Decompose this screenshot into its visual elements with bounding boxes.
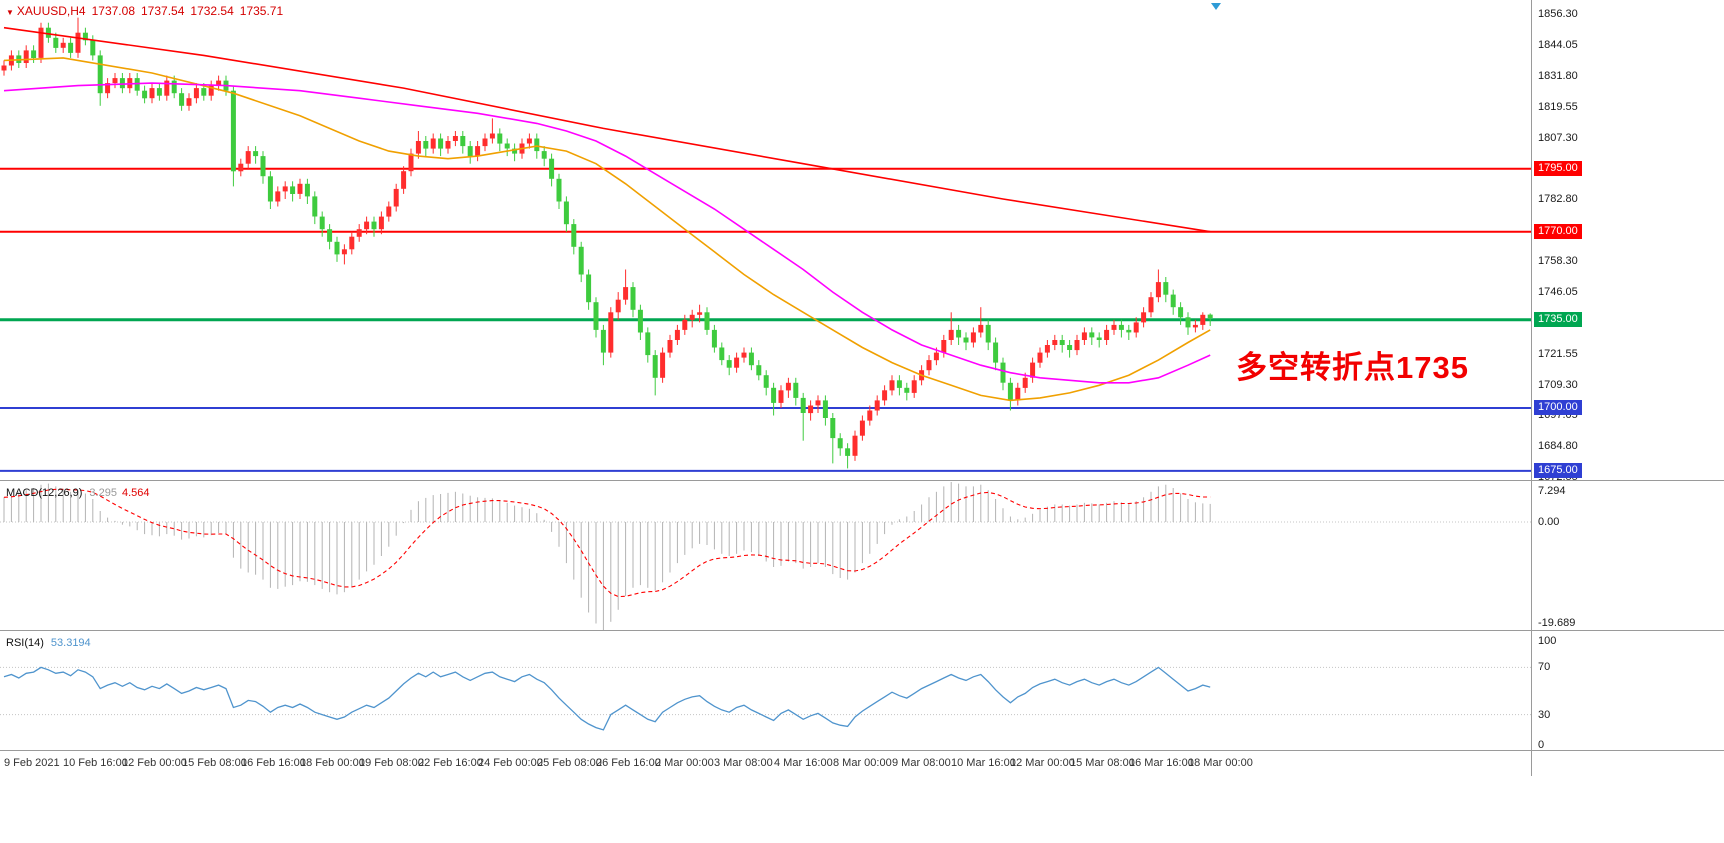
pane-separator-macd-rsi[interactable] xyxy=(0,630,1724,631)
price-line-badge: 1735.00 xyxy=(1534,311,1582,327)
time-label: 15 Mar 08:00 xyxy=(1070,757,1135,769)
price-tick-label: 1721.55 xyxy=(1538,347,1578,360)
macd-pane[interactable] xyxy=(0,482,1531,630)
macd-axis-label: 7.294 xyxy=(1538,485,1566,497)
rsi-axis-label: 70 xyxy=(1538,661,1551,674)
ohlc-open: 1737.08 xyxy=(91,4,135,18)
macd-axis-label: 0.00 xyxy=(1538,516,1560,528)
time-label: 3 Mar 08:00 xyxy=(714,757,773,769)
price-tick-label: 1746.05 xyxy=(1538,286,1578,298)
annotation-text[interactable]: 多空转折点1735 xyxy=(1236,350,1469,385)
time-label: 16 Feb 16:00 xyxy=(241,757,306,769)
time-label: 9 Mar 08:00 xyxy=(892,757,951,769)
time-label: 8 Mar 00:00 xyxy=(833,757,892,769)
rsi-axis-label: 0 xyxy=(1538,739,1545,751)
macd-signal-line xyxy=(3,488,1211,598)
triangle-down-icon: ▼ xyxy=(6,8,14,17)
main-chart-pane[interactable] xyxy=(0,0,1531,480)
rsi-pane[interactable] xyxy=(0,632,1531,750)
time-label: 24 Feb 00:00 xyxy=(478,757,543,769)
price-axis-border xyxy=(1531,0,1532,776)
rsi-value: 53.3194 xyxy=(50,637,91,649)
price-tick-label: 1782.80 xyxy=(1538,193,1578,206)
rsi-indicator-label: RSI(14) 53.3194 xyxy=(6,637,91,649)
macd-histogram xyxy=(3,482,1211,630)
time-label: 25 Feb 08:00 xyxy=(537,757,602,769)
ohlc-low: 1732.54 xyxy=(190,4,234,18)
rsi-axis-label: 100 xyxy=(1538,635,1557,647)
price-axis[interactable]: 1856.30 1844.05 1831.80 1819.55 1807.30 1782.… xyxy=(1531,0,1724,800)
time-label: 4 Mar 16:00 xyxy=(774,757,833,769)
time-label: 19 Feb 08:00 xyxy=(359,757,424,769)
price-line-badge: 1675.00 xyxy=(1534,462,1582,478)
time-label: 16 Mar 16:00 xyxy=(1129,757,1194,769)
time-axis-border xyxy=(0,750,1724,751)
ma-long-magenta xyxy=(3,82,1211,384)
time-label: 10 Mar 16:00 xyxy=(951,757,1016,769)
price-line-badge: 1700.00 xyxy=(1534,399,1582,415)
price-tick-label: 1758.30 xyxy=(1538,255,1578,268)
time-label: 15 Feb 08:00 xyxy=(182,757,247,769)
time-label: 26 Feb 16:00 xyxy=(596,757,661,769)
pane-separator-main-macd[interactable] xyxy=(0,480,1724,481)
macd-axis-label: -19.689 xyxy=(1538,617,1576,629)
time-axis[interactable]: 9 Feb 2021 10 Feb 16:00 12 Feb 00:00 15 Feb… xyxy=(0,750,1531,776)
macd-name: MACD(12,26,9) xyxy=(6,487,83,499)
macd-main-value: 3.295 xyxy=(89,487,117,499)
price-tick-label: 1844.05 xyxy=(1538,39,1578,52)
price-line-badge: 1770.00 xyxy=(1534,223,1582,239)
chart-symbol-ohlc: ▼ XAUUSD,H4 1737.08 1737.54 1732.54 1735.71 xyxy=(6,4,289,18)
candlestick-series xyxy=(1,17,1213,469)
time-label: 12 Mar 00:00 xyxy=(1010,757,1075,769)
price-tick-label: 1807.30 xyxy=(1538,131,1578,144)
time-label: 10 Feb 16:00 xyxy=(63,757,128,769)
price-tick-label: 1856.30 xyxy=(1538,8,1578,21)
rsi-line xyxy=(3,666,1211,731)
rsi-name: RSI(14) xyxy=(6,637,44,649)
time-label: 9 Feb 2021 xyxy=(4,757,60,769)
symbol-period: XAUUSD,H4 xyxy=(16,4,86,18)
price-line-badge: 1795.00 xyxy=(1534,160,1582,176)
ma-medium-orange xyxy=(3,57,1211,402)
time-label: 2 Mar 00:00 xyxy=(655,757,714,769)
time-label: 22 Feb 16:00 xyxy=(418,757,483,769)
price-tick-label: 1819.55 xyxy=(1538,100,1578,113)
price-tick-label: 1684.80 xyxy=(1538,440,1578,453)
price-tick-label: 1709.30 xyxy=(1538,378,1578,391)
chart-shift-marker-icon xyxy=(1211,3,1221,10)
rsi-axis-label: 30 xyxy=(1538,708,1551,721)
time-label: 18 Mar 00:00 xyxy=(1188,757,1253,769)
price-tick-label: 1831.80 xyxy=(1538,70,1578,83)
time-label: 18 Feb 00:00 xyxy=(300,757,365,769)
ma-slow-red xyxy=(3,26,1211,233)
macd-signal-value: 4.564 xyxy=(121,487,150,499)
ohlc-high: 1737.54 xyxy=(141,4,185,18)
ohlc-close: 1735.71 xyxy=(239,4,284,18)
macd-indicator-label: MACD(12,26,9) 3.295 4.564 xyxy=(6,487,149,499)
time-label: 12 Feb 00:00 xyxy=(122,757,187,769)
